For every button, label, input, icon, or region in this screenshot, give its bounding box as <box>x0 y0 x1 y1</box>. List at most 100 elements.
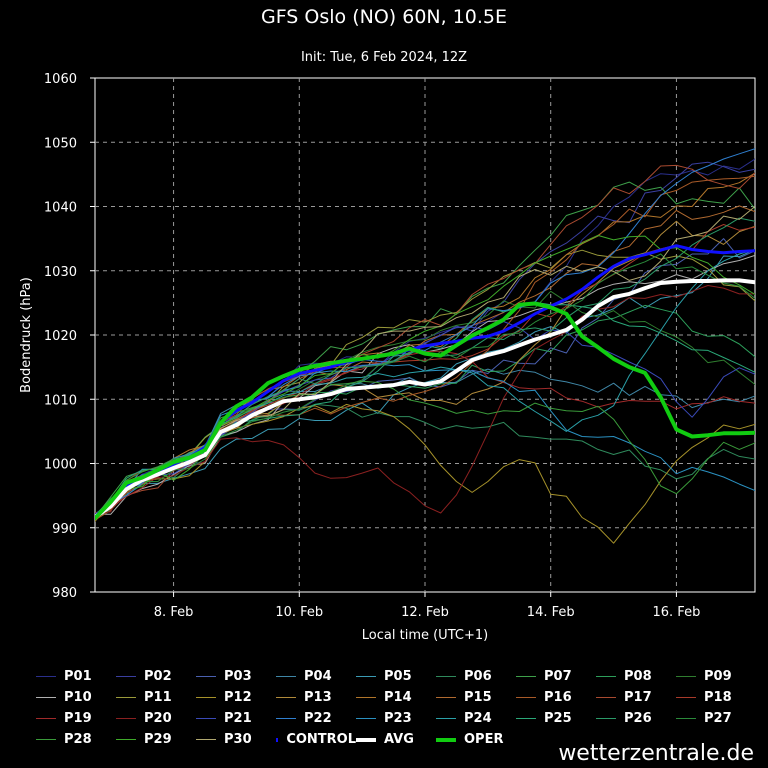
legend-label: P29 <box>144 732 172 747</box>
x-tick-label: 8. Feb <box>154 605 194 620</box>
legend-swatch <box>276 737 279 742</box>
legend-swatch <box>436 697 456 698</box>
legend-label: P26 <box>624 711 652 726</box>
legend-swatch <box>676 676 696 677</box>
legend-label: P04 <box>304 669 332 684</box>
legend-item-p21: P21 <box>196 709 276 728</box>
legend-label: P28 <box>64 732 92 747</box>
legend-item-p14: P14 <box>356 688 436 707</box>
legend-label: P24 <box>464 711 492 726</box>
legend-item-p07: P07 <box>516 667 596 686</box>
y-tick-label: 1050 <box>44 136 77 151</box>
legend-label: P14 <box>384 690 412 705</box>
legend-label: P20 <box>144 711 172 726</box>
legend-swatch <box>116 676 136 677</box>
legend-swatch <box>116 697 136 698</box>
y-tick-label: 990 <box>52 522 77 537</box>
legend-item-avg: AVG <box>356 730 436 749</box>
legend-item-p03: P03 <box>196 667 276 686</box>
y-tick-label: 1010 <box>44 393 77 408</box>
legend-swatch <box>196 739 216 740</box>
legend-item-p15: P15 <box>436 688 516 707</box>
legend-item-p24: P24 <box>436 709 516 728</box>
legend-swatch <box>596 697 616 698</box>
legend-swatch <box>196 697 216 698</box>
legend-swatch <box>596 676 616 677</box>
legend-swatch <box>36 676 56 677</box>
credit-text: wetterzentrale.de <box>558 741 754 766</box>
legend-label: P06 <box>464 669 492 684</box>
legend-label: P11 <box>144 690 172 705</box>
chart-subtitle: Init: Tue, 6 Feb 2024, 12Z <box>300 50 468 65</box>
legend-swatch <box>36 697 56 698</box>
legend-label: P09 <box>704 669 732 684</box>
legend-swatch <box>356 718 376 719</box>
y-tick-label: 1000 <box>44 458 77 473</box>
legend-item-p01: P01 <box>36 667 116 686</box>
legend-label: P13 <box>304 690 332 705</box>
legend-swatch <box>276 718 296 719</box>
legend-item-p04: P04 <box>276 667 356 686</box>
legend-label: P21 <box>224 711 252 726</box>
legend-item-p11: P11 <box>116 688 196 707</box>
legend-label: P19 <box>64 711 92 726</box>
legend-swatch <box>196 718 216 719</box>
legend-swatch <box>116 718 136 719</box>
y-axis-label: Bodendruck (hPa) <box>19 277 34 393</box>
legend-swatch <box>676 718 696 719</box>
legend-item-p28: P28 <box>36 730 116 749</box>
legend-label: CONTROL <box>286 732 356 747</box>
legend-swatch <box>356 676 376 677</box>
legend-label: P15 <box>464 690 492 705</box>
legend-label: P30 <box>224 732 252 747</box>
series-line-p20 <box>95 285 755 515</box>
legend-label: P16 <box>544 690 572 705</box>
x-tick-label: 14. Feb <box>527 605 575 620</box>
legend-item-p29: P29 <box>116 730 196 749</box>
legend-label: P02 <box>144 669 172 684</box>
legend-swatch <box>436 737 456 742</box>
legend-item-p23: P23 <box>356 709 436 728</box>
legend-swatch <box>596 718 616 719</box>
legend-item-p05: P05 <box>356 667 436 686</box>
chart-title: GFS Oslo (NO) 60N, 10.5E <box>260 6 508 28</box>
legend-swatch <box>356 737 376 742</box>
legend-item-p08: P08 <box>596 667 676 686</box>
legend-item-p25: P25 <box>516 709 596 728</box>
legend-item-p17: P17 <box>596 688 676 707</box>
legend-label: P22 <box>304 711 332 726</box>
legend-label: P08 <box>624 669 652 684</box>
legend-item-p26: P26 <box>596 709 676 728</box>
legend-item-oper: OPER <box>436 730 516 749</box>
legend-label: P05 <box>384 669 412 684</box>
y-tick-label: 1060 <box>44 72 77 87</box>
series-line-avg <box>95 278 755 519</box>
legend-label: P01 <box>64 669 92 684</box>
legend-swatch <box>116 739 136 740</box>
legend-item-p10: P10 <box>36 688 116 707</box>
legend-swatch <box>196 676 216 677</box>
legend-label: AVG <box>384 732 414 747</box>
legend-label: P12 <box>224 690 252 705</box>
legend-swatch <box>516 718 536 719</box>
legend-swatch <box>436 718 456 719</box>
legend-swatch <box>36 739 56 740</box>
legend-label: P03 <box>224 669 252 684</box>
legend-item-p30: P30 <box>196 730 276 749</box>
x-tick-label: 10. Feb <box>275 605 323 620</box>
legend-item-p09: P09 <box>676 667 756 686</box>
legend-item-p13: P13 <box>276 688 356 707</box>
legend-swatch <box>676 697 696 698</box>
legend-swatch <box>356 697 376 698</box>
legend: P01 P02 P03 P04 P05 P06 P07 P08 P09 P10 P11 P12 P13 P… <box>36 667 766 749</box>
legend-item-p18: P18 <box>676 688 756 707</box>
y-tick-label: 1030 <box>44 265 77 280</box>
legend-label: P07 <box>544 669 572 684</box>
legend-label: P18 <box>704 690 732 705</box>
legend-item-control: CONTROL <box>276 730 356 749</box>
series-line-oper <box>95 301 755 521</box>
x-tick-label: 12. Feb <box>401 605 449 620</box>
x-axis-label: Local time (UTC+1) <box>362 628 488 643</box>
legend-swatch <box>516 676 536 677</box>
y-tick-label: 1020 <box>44 329 77 344</box>
